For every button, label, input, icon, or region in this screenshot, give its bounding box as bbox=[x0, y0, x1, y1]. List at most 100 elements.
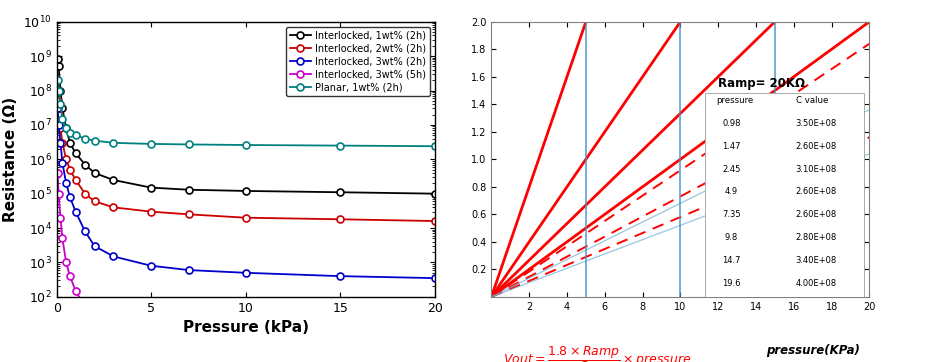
Interlocked, 3wt% (2h) bbox=[70, 210, 81, 214]
Line: Planar, 1wt% (2h): Planar, 1wt% (2h) bbox=[54, 77, 438, 150]
Planar, 1wt% (2h) bbox=[60, 126, 72, 130]
Text: 3.40E+08: 3.40E+08 bbox=[795, 256, 836, 265]
Planar, 1wt% (2h) bbox=[89, 138, 100, 143]
Interlocked, 3wt% (2h) bbox=[55, 141, 66, 145]
Interlocked, 3wt% (2h) bbox=[334, 274, 346, 278]
Interlocked, 3wt% (2h) bbox=[183, 268, 194, 272]
Interlocked, 2wt% (2h) bbox=[108, 205, 119, 210]
Interlocked, 2wt% (2h) bbox=[60, 157, 72, 161]
Interlocked, 2wt% (2h) bbox=[53, 112, 64, 117]
FancyBboxPatch shape bbox=[704, 93, 863, 302]
Line: Interlocked, 1wt% (2h): Interlocked, 1wt% (2h) bbox=[54, 56, 438, 197]
Interlocked, 1wt% (2h) bbox=[334, 190, 346, 194]
Interlocked, 3wt% (5h) bbox=[53, 191, 64, 196]
Planar, 1wt% (2h) bbox=[183, 142, 194, 147]
Text: 2.60E+08: 2.60E+08 bbox=[795, 142, 836, 151]
Interlocked, 1wt% (2h) bbox=[64, 141, 76, 145]
Planar, 1wt% (2h) bbox=[145, 142, 157, 146]
Text: 9.8: 9.8 bbox=[724, 233, 737, 242]
Interlocked, 2wt% (2h) bbox=[55, 126, 66, 130]
Interlocked, 3wt% (5h) bbox=[64, 274, 76, 278]
Interlocked, 1wt% (2h) bbox=[145, 185, 157, 190]
Interlocked, 3wt% (2h) bbox=[60, 181, 72, 185]
Interlocked, 3wt% (2h) bbox=[108, 254, 119, 258]
Interlocked, 3wt% (5h) bbox=[145, 329, 157, 333]
Interlocked, 3wt% (5h) bbox=[55, 215, 66, 220]
Planar, 1wt% (2h) bbox=[70, 133, 81, 138]
Text: 1.47: 1.47 bbox=[721, 142, 740, 151]
Text: 2.60E+08: 2.60E+08 bbox=[795, 188, 836, 196]
Interlocked, 2wt% (2h) bbox=[79, 191, 91, 196]
Interlocked, 2wt% (2h) bbox=[57, 141, 68, 145]
Interlocked, 3wt% (2h) bbox=[89, 244, 100, 248]
Interlocked, 2wt% (2h) bbox=[240, 215, 251, 220]
Interlocked, 1wt% (2h) bbox=[79, 163, 91, 167]
Text: 2.45: 2.45 bbox=[721, 164, 740, 173]
Interlocked, 3wt% (5h) bbox=[240, 337, 251, 341]
Interlocked, 2wt% (2h) bbox=[89, 199, 100, 203]
Interlocked, 3wt% (2h) bbox=[429, 276, 440, 280]
Interlocked, 2wt% (2h) bbox=[334, 217, 346, 222]
Text: 4.9: 4.9 bbox=[724, 188, 737, 196]
Interlocked, 3wt% (5h) bbox=[60, 260, 72, 265]
Interlocked, 1wt% (2h) bbox=[60, 126, 72, 130]
Text: 3.50E+08: 3.50E+08 bbox=[795, 119, 836, 128]
Interlocked, 3wt% (2h) bbox=[53, 123, 64, 127]
Planar, 1wt% (2h) bbox=[429, 144, 440, 148]
Interlocked, 3wt% (2h) bbox=[57, 160, 68, 165]
Planar, 1wt% (2h) bbox=[334, 143, 346, 148]
Line: Interlocked, 2wt% (2h): Interlocked, 2wt% (2h) bbox=[54, 97, 438, 224]
Planar, 1wt% (2h) bbox=[240, 143, 251, 147]
Interlocked, 1wt% (2h) bbox=[240, 189, 251, 193]
Interlocked, 3wt% (2h) bbox=[145, 264, 157, 268]
Interlocked, 2wt% (2h) bbox=[145, 210, 157, 214]
Interlocked, 1wt% (2h) bbox=[52, 57, 63, 62]
Interlocked, 3wt% (2h) bbox=[52, 106, 63, 111]
Interlocked, 3wt% (5h) bbox=[57, 236, 68, 241]
Planar, 1wt% (2h) bbox=[79, 136, 91, 141]
Planar, 1wt% (2h) bbox=[55, 102, 66, 106]
Planar, 1wt% (2h) bbox=[108, 141, 119, 145]
Text: 14.7: 14.7 bbox=[721, 256, 740, 265]
Text: 2.80E+08: 2.80E+08 bbox=[795, 233, 836, 242]
Interlocked, 1wt% (2h) bbox=[429, 191, 440, 196]
Interlocked, 1wt% (2h) bbox=[53, 64, 64, 69]
Interlocked, 1wt% (2h) bbox=[55, 88, 66, 93]
Interlocked, 3wt% (2h) bbox=[64, 195, 76, 199]
Planar, 1wt% (2h) bbox=[52, 78, 63, 82]
Interlocked, 3wt% (5h) bbox=[108, 323, 119, 327]
Interlocked, 3wt% (5h) bbox=[429, 347, 440, 352]
Text: $Vout = \dfrac{1.8 \times Ramp}{C} \times pressure$: $Vout = \dfrac{1.8 \times Ramp}{C} \time… bbox=[502, 344, 691, 362]
Legend: Interlocked, 1wt% (2h), Interlocked, 2wt% (2h), Interlocked, 3wt% (2h), Interloc: Interlocked, 1wt% (2h), Interlocked, 2wt… bbox=[285, 26, 430, 96]
Interlocked, 3wt% (5h) bbox=[52, 171, 63, 175]
Planar, 1wt% (2h) bbox=[57, 117, 68, 121]
Text: C value: C value bbox=[795, 96, 827, 105]
X-axis label: Pressure (kPa): Pressure (kPa) bbox=[182, 320, 309, 335]
Interlocked, 1wt% (2h) bbox=[183, 188, 194, 192]
Text: 2.60E+08: 2.60E+08 bbox=[795, 210, 836, 219]
Interlocked, 3wt% (5h) bbox=[70, 289, 81, 293]
Interlocked, 3wt% (5h) bbox=[334, 343, 346, 347]
Interlocked, 3wt% (2h) bbox=[240, 271, 251, 275]
Text: 0.98: 0.98 bbox=[721, 119, 740, 128]
Text: 7.35: 7.35 bbox=[721, 210, 740, 219]
Interlocked, 2wt% (2h) bbox=[183, 212, 194, 216]
Interlocked, 2wt% (2h) bbox=[70, 178, 81, 182]
Interlocked, 1wt% (2h) bbox=[108, 178, 119, 182]
Text: pressure(KPa): pressure(KPa) bbox=[765, 344, 859, 357]
Line: Interlocked, 3wt% (5h): Interlocked, 3wt% (5h) bbox=[54, 169, 438, 353]
Interlocked, 2wt% (2h) bbox=[52, 99, 63, 103]
Interlocked, 3wt% (5h) bbox=[183, 332, 194, 337]
Planar, 1wt% (2h) bbox=[53, 88, 64, 93]
Interlocked, 1wt% (2h) bbox=[70, 151, 81, 155]
Text: 4.00E+08: 4.00E+08 bbox=[795, 279, 836, 288]
Text: 19.6: 19.6 bbox=[721, 279, 740, 288]
Y-axis label: Resistance (Ω): Resistance (Ω) bbox=[3, 97, 18, 222]
Text: Ramp= 20KΩ: Ramp= 20KΩ bbox=[717, 77, 804, 90]
Line: Interlocked, 3wt% (2h): Interlocked, 3wt% (2h) bbox=[54, 105, 438, 282]
Interlocked, 1wt% (2h) bbox=[89, 171, 100, 175]
Interlocked, 3wt% (2h) bbox=[79, 229, 91, 233]
Interlocked, 3wt% (5h) bbox=[89, 315, 100, 320]
Interlocked, 1wt% (2h) bbox=[57, 106, 68, 111]
Interlocked, 2wt% (2h) bbox=[429, 219, 440, 223]
